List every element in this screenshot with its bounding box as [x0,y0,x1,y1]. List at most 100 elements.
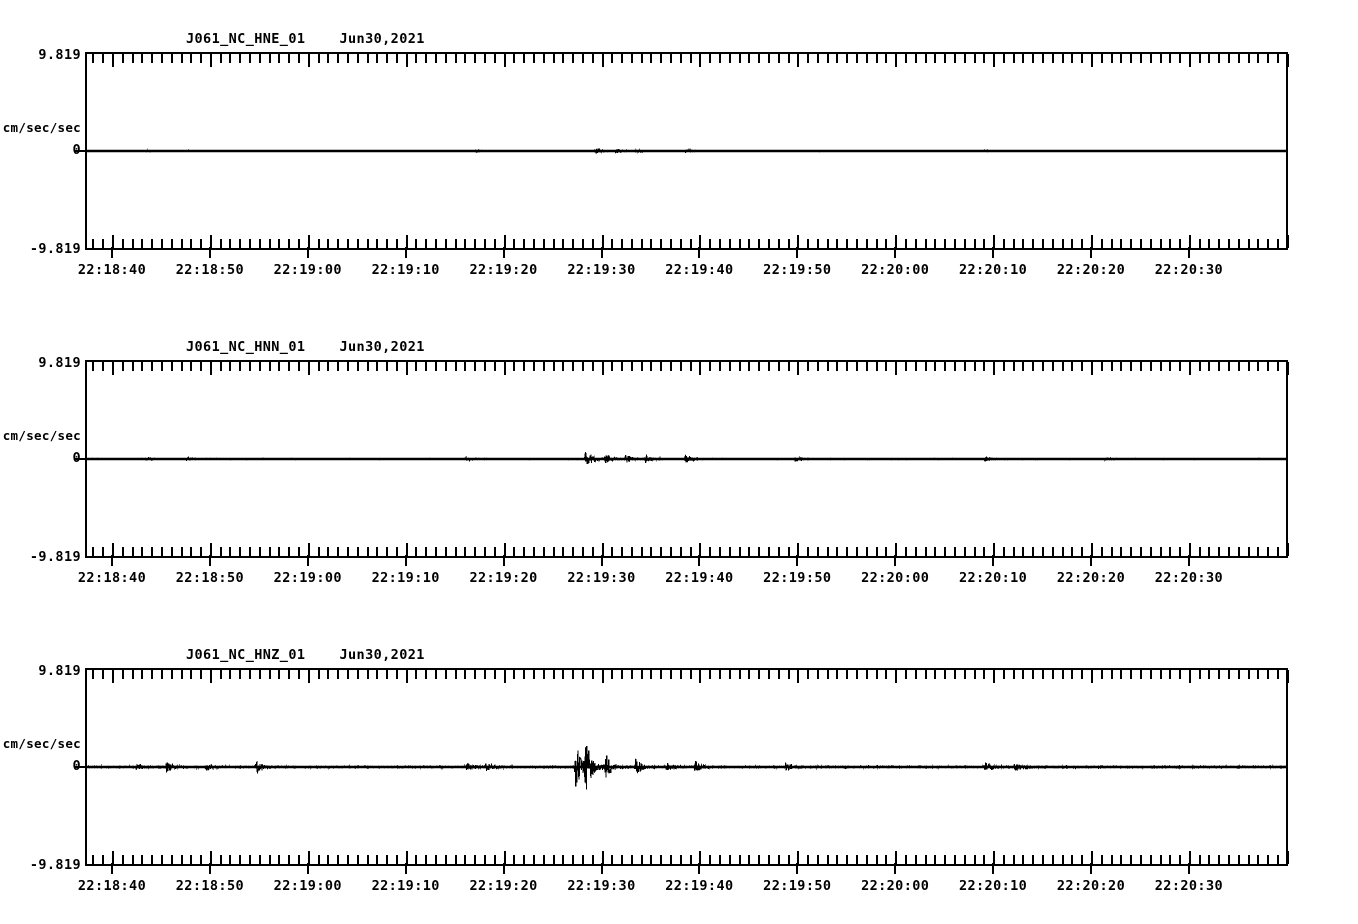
x-major-tick [306,555,309,566]
x-axis-tick-label: 22:20:10 [958,878,1028,894]
y-axis-zero-tick-hne [74,150,86,152]
x-major-tick [1090,863,1092,874]
x-axis-tick-label: 22:19:50 [763,878,832,894]
x-major-tick [208,247,211,258]
x-axis-tick-label: 22:20:30 [1154,570,1224,586]
y-axis-unit-label-hnn: cm/sec/sec [2,428,81,443]
x-axis-tick-label: 22:18:40 [77,878,147,894]
x-axis-tick-label: 22:20:00 [861,262,930,278]
panel-title-hnn: J061_NC_HNN_01 Jun30,2021 [186,339,425,355]
y-axis-max-label-hnn: 9.819 [38,355,81,371]
x-major-tick [306,247,309,258]
waveform-hnz [87,746,1286,790]
x-tick-top [1286,54,1289,67]
x-tick-top [1286,670,1289,683]
x-major-tick [992,247,995,258]
x-tick-bottom [1286,235,1289,248]
panel-title-hnz: J061_NC_HNZ_01 Jun30,2021 [186,647,425,663]
x-major-tick [894,863,897,874]
x-major-tick [1187,863,1190,874]
x-axis-tick-label: 22:19:40 [665,262,734,278]
x-axis-tick-label: 22:20:00 [861,570,930,586]
x-major-tick [992,863,995,874]
x-axis-tick-label: 22:20:20 [1056,570,1126,586]
x-major-tick [894,247,897,258]
x-axis-tick-label: 22:18:50 [175,878,245,894]
plot-frame-hne [85,52,1289,250]
x-axis-labels-hne: 22:18:40 22:18:50 22:19:00 22:19:10 22:19:20… [0,247,1358,278]
y-axis-zero-label-hne: 0 [72,142,81,158]
x-major-tick [698,863,701,874]
x-tick-bottom [1286,543,1289,556]
x-axis-tick-label: 22:19:00 [273,262,342,278]
x-axis-tick-label: 22:20:20 [1056,878,1126,894]
x-major-tick [111,247,113,258]
x-major-tick [1090,247,1092,258]
x-axis-tick-label: 22:20:20 [1056,262,1126,278]
x-axis-tick-label: 22:20:10 [958,570,1028,586]
x-axis-tick-label: 22:18:50 [175,262,245,278]
x-axis-labels-hnz: 22:18:40 22:18:50 22:19:00 22:19:10 22:19:20… [0,863,1358,894]
x-axis-tick-label: 22:19:10 [371,262,440,278]
x-major-tick [600,863,603,874]
x-major-tick [208,863,211,874]
x-major-tick [1090,555,1092,566]
x-major-tick [796,863,799,874]
x-axis-tick-label: 22:19:30 [567,570,636,586]
y-axis-min-label-hne: -9.819 [29,241,81,257]
x-major-tick [600,555,603,566]
x-axis-tick-label: 22:19:20 [469,262,538,278]
x-major-tick [404,555,407,566]
x-axis-tick-label: 22:19:00 [273,570,342,586]
x-axis-tick-label: 22:19:30 [567,262,636,278]
x-major-tick [208,555,211,566]
x-major-tick [894,555,897,566]
y-axis-max-label-hne: 9.819 [38,47,81,63]
x-axis-tick-label: 22:20:30 [1154,262,1224,278]
x-major-tick [111,863,113,874]
x-axis-tick-label: 22:19:20 [469,570,538,586]
x-axis-tick-label: 22:19:10 [371,878,440,894]
x-axis-tick-label: 22:20:00 [861,878,930,894]
x-axis-tick-label: 22:18:40 [77,262,147,278]
x-axis-tick-label: 22:20:30 [1154,878,1224,894]
x-axis-tick-label: 22:19:40 [665,570,734,586]
x-major-tick [502,863,505,874]
panel-title-hne: J061_NC_HNE_01 Jun30,2021 [186,31,425,47]
x-axis-tick-label: 22:18:50 [175,570,245,586]
plot-frame-hnn [85,360,1289,558]
x-major-tick [502,247,505,258]
x-major-tick [698,555,701,566]
x-axis-tick-label: 22:19:50 [763,262,832,278]
x-axis-tick-label: 22:19:30 [567,878,636,894]
x-major-tick [698,247,701,258]
y-axis-zero-tick-hnn [74,458,86,460]
waveform-hnn [87,452,1286,465]
x-axis-tick-label: 22:19:10 [371,570,440,586]
x-major-tick [1187,555,1190,566]
x-axis-tick-label: 22:19:40 [665,878,734,894]
x-tick-top [1286,362,1289,375]
y-axis-min-label-hnz: -9.819 [29,857,81,873]
x-axis-tick-label: 22:18:40 [77,570,147,586]
x-major-tick [992,555,995,566]
x-major-tick [404,863,407,874]
y-axis-zero-tick-hnz [74,766,86,768]
x-major-tick [1187,247,1190,258]
x-major-tick [796,555,799,566]
x-tick-bottom [1286,851,1289,864]
x-major-tick [796,247,799,258]
x-axis-tick-label: 22:20:10 [958,262,1028,278]
plot-frame-hnz [85,668,1289,866]
y-axis-unit-label-hnz: cm/sec/sec [2,736,81,751]
y-axis-min-label-hnn: -9.819 [29,549,81,565]
x-major-tick [404,247,407,258]
x-major-tick [306,863,309,874]
waveform-hne [87,148,1286,154]
x-axis-tick-label: 22:19:50 [763,570,832,586]
x-major-tick [111,555,113,566]
y-axis-zero-label-hnz: 0 [72,758,81,774]
y-axis-unit-label-hne: cm/sec/sec [2,120,81,135]
x-axis-tick-label: 22:19:00 [273,878,342,894]
x-axis-labels-hnn: 22:18:40 22:18:50 22:19:00 22:19:10 22:19:20… [0,555,1358,586]
